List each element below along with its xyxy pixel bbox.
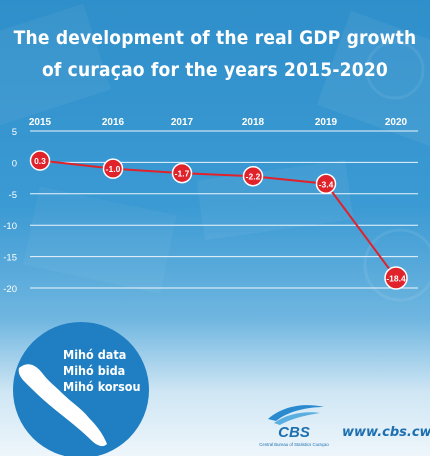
- data-label: 0.3: [34, 156, 46, 166]
- cbs-logo: CBS Central Bureau of Statistics Curaçao: [259, 405, 329, 447]
- data-point: [384, 266, 408, 290]
- y-tick-label: -5: [9, 190, 17, 201]
- data-label: -1.0: [106, 164, 121, 174]
- y-tick-label: 0: [12, 158, 17, 169]
- y-tick-label: -10: [3, 221, 17, 232]
- x-tick-label: 2019: [315, 117, 338, 128]
- data-point: [242, 165, 264, 187]
- x-tick-label: 2020: [385, 117, 408, 128]
- series-line: [39, 159, 397, 279]
- data-label: -1.7: [175, 169, 190, 179]
- cbs-logo-text: CBS: [278, 424, 310, 441]
- badge-slogan: Mihó data Mihó bida Mihó korsou: [63, 347, 141, 395]
- y-tick-label: 5: [12, 127, 17, 138]
- x-tick-label: 2015: [29, 117, 52, 128]
- badge-line-2: Mihó bida: [63, 363, 126, 378]
- data-point: [315, 173, 337, 195]
- website-url: www.cbs.cw: [342, 425, 430, 440]
- badge-line-1: Mihó data: [63, 347, 127, 362]
- data-label: -3.4: [319, 179, 334, 189]
- data-label: -18.4: [386, 273, 406, 283]
- title-line-1: The development of the real GDP growth: [13, 27, 417, 49]
- title-line-2: of curaçao for the years 2015-2020: [41, 59, 389, 81]
- chart-title: The development of the real GDP growth o…: [0, 22, 430, 86]
- x-tick-label: 2016: [102, 117, 125, 128]
- cbs-logo-subtext: Central Bureau of Statistics Curaçao: [259, 442, 329, 447]
- y-tick-label: -15: [3, 253, 17, 264]
- data-point: [102, 158, 124, 179]
- x-tick-label: 2018: [242, 117, 265, 128]
- badge-line-3: Mihó korsou: [63, 379, 141, 394]
- curacao-island-shape: [18, 364, 108, 447]
- x-tick-label: 2017: [171, 117, 194, 128]
- y-tick-label: -20: [3, 284, 17, 295]
- data-point: [29, 150, 51, 171]
- cbs-logo-wave-icon: [268, 405, 324, 421]
- line-chart: 5 0 -5 -10 -15 -20 2015 2016 2017 2018 2019 2020 0.3…: [3, 117, 408, 295]
- curacao-badge: [13, 322, 149, 456]
- data-point: [171, 162, 193, 184]
- data-label: -2.2: [246, 172, 261, 182]
